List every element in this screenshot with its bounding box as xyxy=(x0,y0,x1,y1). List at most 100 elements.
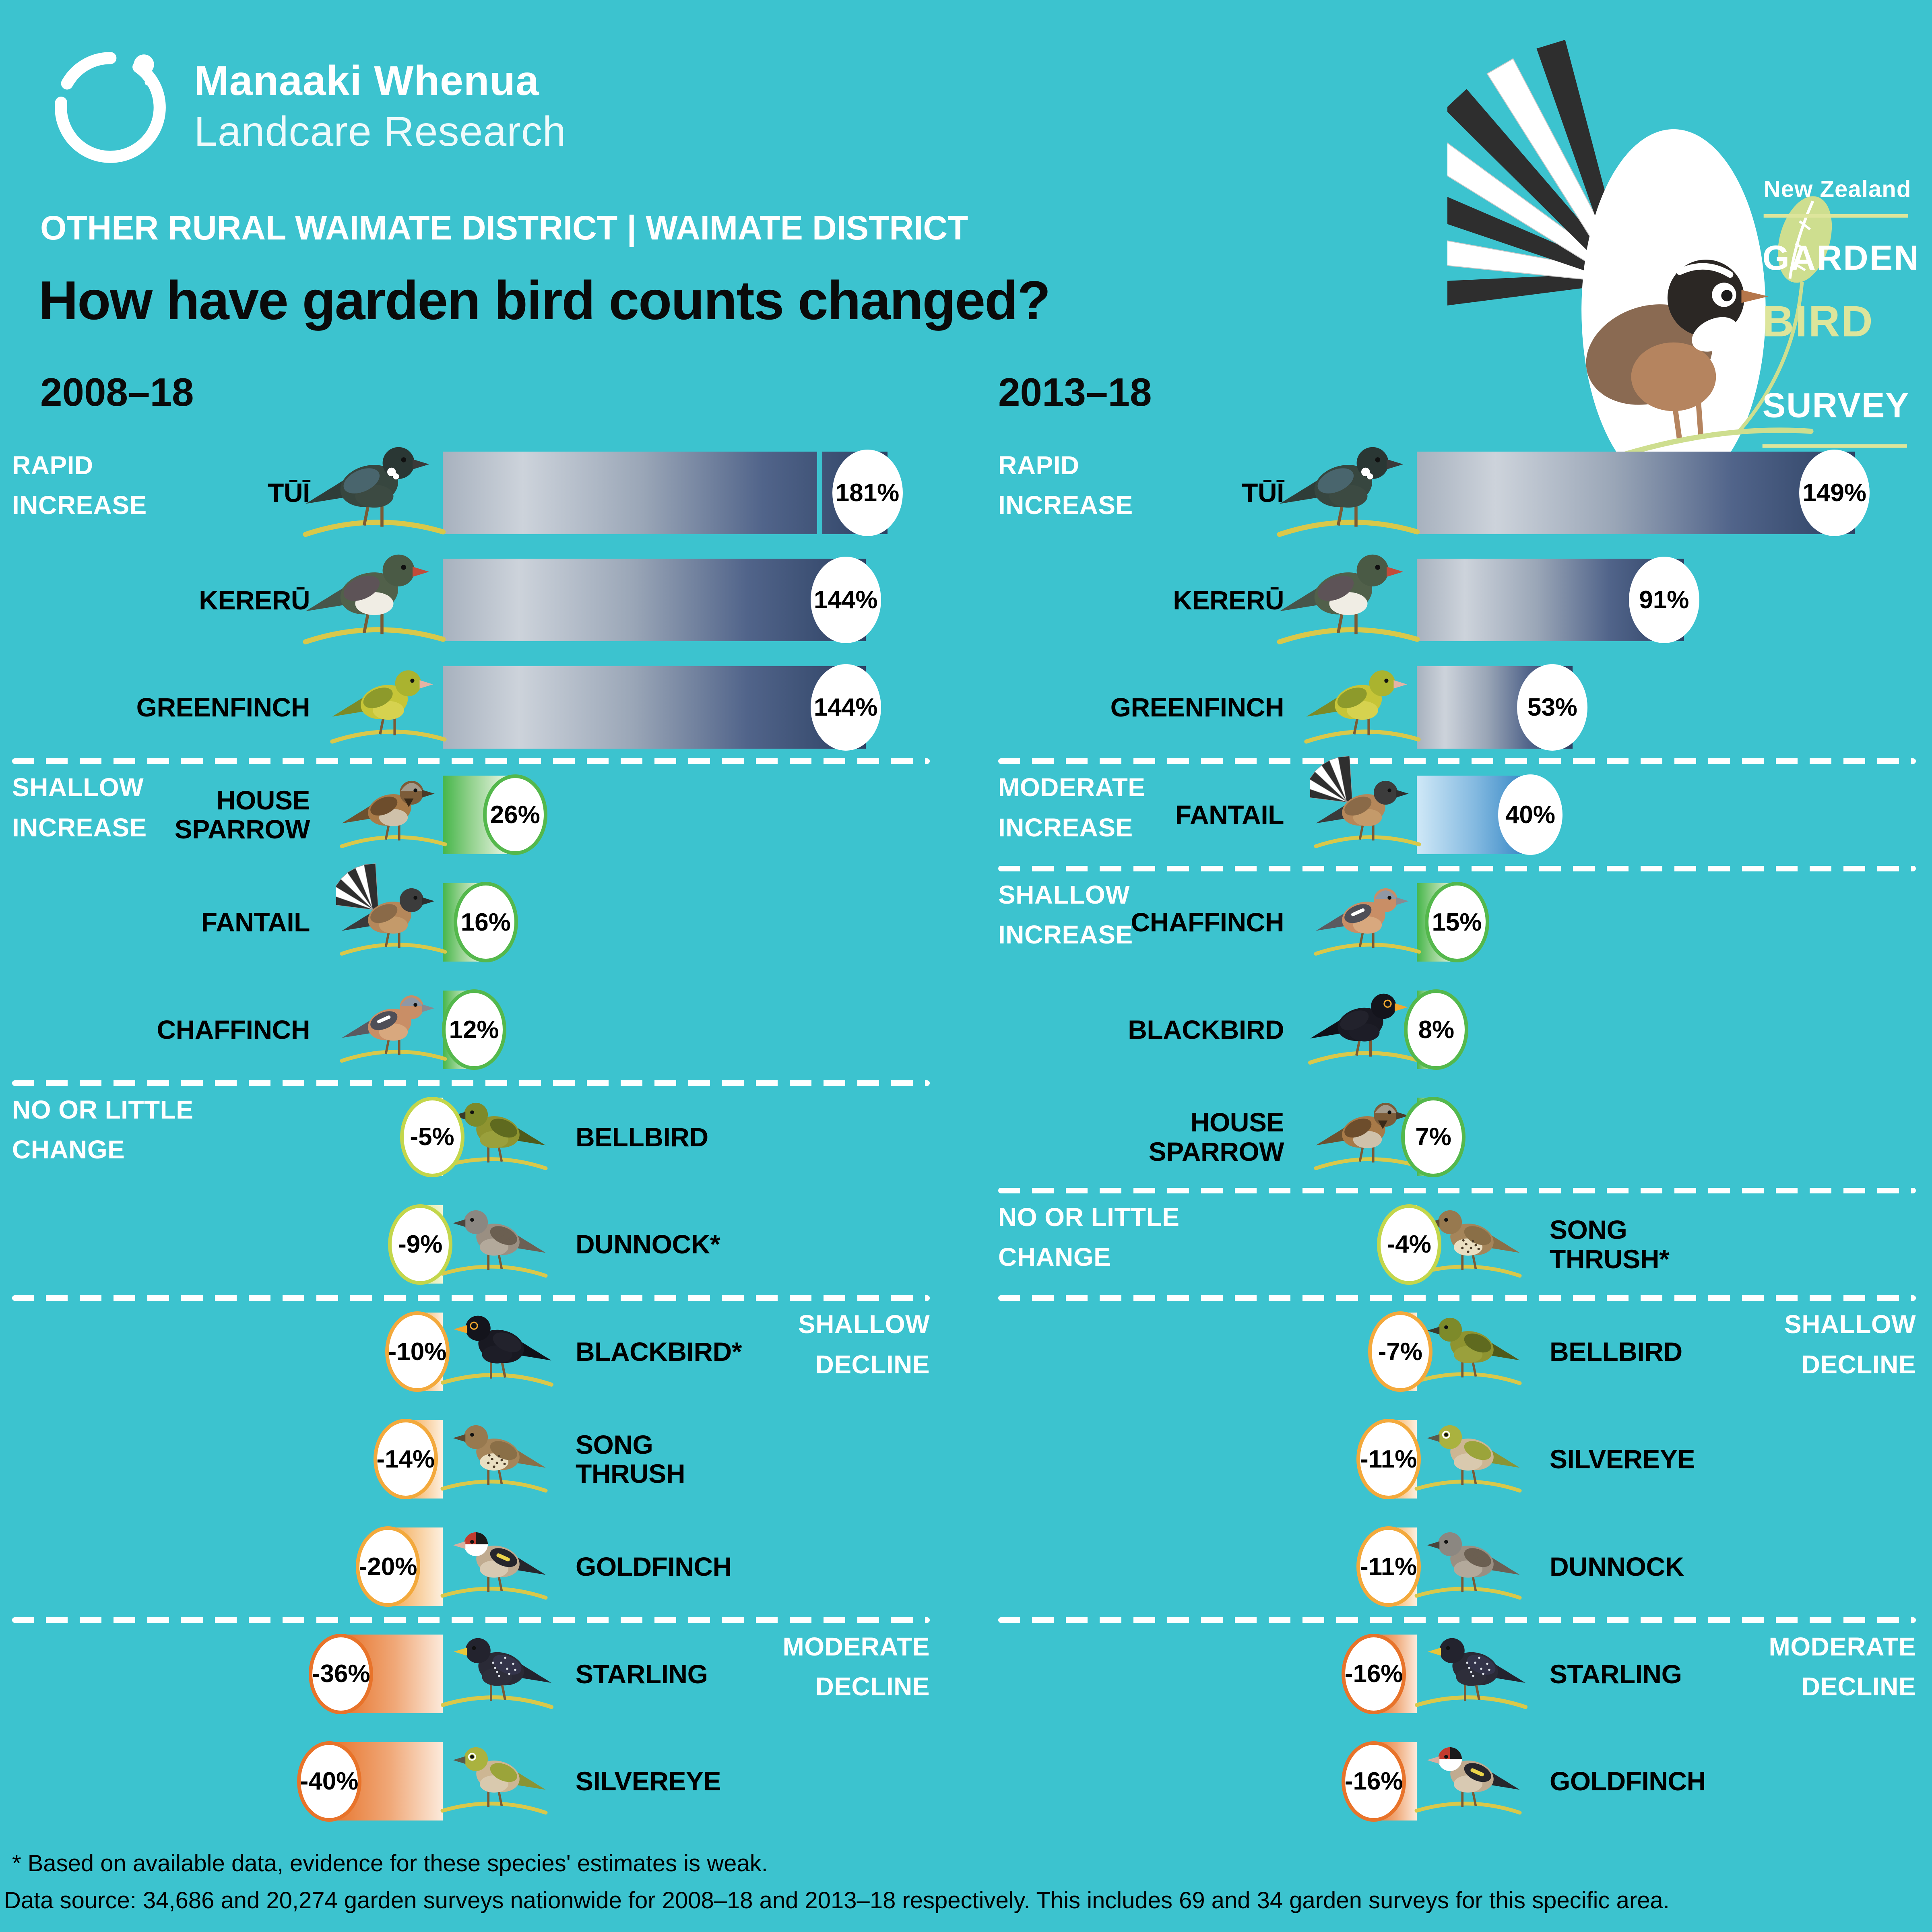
band-label-shallow-decline: SHALLOW DECLINE xyxy=(798,1310,930,1379)
district-heading: OTHER RURAL WAIMATE DISTRICT | WAIMATE D… xyxy=(40,209,968,247)
logo-wordmark-line2: Landcare Research xyxy=(194,108,566,155)
bird-name-bellbird: BELLBIRD xyxy=(576,1122,708,1152)
bird-name-blackbird: BLACKBIRD* xyxy=(576,1337,742,1367)
pct-circle-silvereye: -40% xyxy=(297,1741,361,1822)
bird-name-greenfinch: GREENFINCH xyxy=(1110,692,1284,722)
housesparrow-bird-icon xyxy=(1310,1073,1425,1189)
period-heading-2008-18: 2008–18 xyxy=(40,370,194,414)
bird-name-silvereye: SILVEREYE xyxy=(1550,1444,1695,1474)
pct-circle-goldfinch: -16% xyxy=(1342,1741,1406,1822)
kereru-bird-icon xyxy=(298,514,451,669)
dashed-divider xyxy=(998,865,1916,871)
chaffinch-bird-icon xyxy=(1310,858,1425,975)
blackbird-bird-icon xyxy=(437,1284,557,1407)
pct-circle-fantail: 40% xyxy=(1498,774,1563,855)
band-label-rapid-increase: RAPID INCREASE xyxy=(998,451,1133,520)
band-label-no-change: NO OR LITTLE CHANGE xyxy=(998,1202,1180,1271)
bird-name-bellbird: BELLBIRD xyxy=(1550,1337,1682,1367)
survey-logo-line2: GARDEN xyxy=(1763,239,1916,277)
data-source-note: Data source: 34,686 and 20,274 garden su… xyxy=(4,1887,1670,1913)
survey-logo-divider-top xyxy=(1763,214,1908,218)
survey-logo-line1: New Zealand xyxy=(1764,176,1911,202)
bird-name-fantail: FANTAIL xyxy=(1175,800,1284,830)
dashed-divider xyxy=(12,758,930,764)
band-label-shallow-decline: SHALLOW DECLINE xyxy=(1784,1310,1916,1379)
bird-name-dunnock: DUNNOCK* xyxy=(576,1229,720,1259)
manaaki-whenua-logo-icon xyxy=(55,52,166,163)
logo-wordmark-line1: Manaaki Whenua xyxy=(194,58,539,104)
bar-break-mark xyxy=(817,451,822,534)
bellbird-bird-icon xyxy=(437,1073,551,1189)
band-label-moderate-increase: MODERATE INCREASE xyxy=(998,773,1146,842)
bird-name-housesparrow: HOUSE SPARROW xyxy=(1148,1107,1284,1166)
dashed-divider xyxy=(12,1295,930,1301)
dashed-divider xyxy=(998,1295,1916,1301)
band-label-moderate-decline: MODERATE DECLINE xyxy=(1769,1632,1916,1701)
fantail-bird-icon xyxy=(1304,751,1425,867)
chaffinch-bird-icon xyxy=(336,965,451,1082)
band-label-shallow-increase: SHALLOW INCREASE xyxy=(12,773,147,842)
bird-name-tui: TŪĪ xyxy=(268,477,310,508)
starling-bird-icon xyxy=(1411,1606,1532,1729)
leaf-icon xyxy=(1738,196,1832,433)
greenfinch-bird-icon xyxy=(1300,638,1425,764)
bird-name-starling: STARLING xyxy=(576,1659,708,1689)
bird-name-kereru: KERERŪ xyxy=(1173,585,1284,615)
bird-name-chaffinch: CHAFFINCH xyxy=(1131,907,1284,937)
bird-name-songthrush: SONG THRUSH* xyxy=(1550,1215,1670,1274)
bird-name-blackbird: BLACKBIRD xyxy=(1128,1014,1284,1044)
bird-name-tui: TŪĪ xyxy=(1242,477,1284,508)
survey-logo-line3: BIRD xyxy=(1763,297,1874,346)
bird-name-silvereye: SILVEREYE xyxy=(576,1766,721,1796)
pct-circle-chaffinch: 12% xyxy=(442,989,506,1070)
bird-name-goldfinch: GOLDFINCH xyxy=(1550,1766,1706,1796)
bird-name-goldfinch: GOLDFINCH xyxy=(576,1551,732,1581)
pct-circle-kereru: 144% xyxy=(810,557,881,644)
footnote: * Based on available data, evidence for … xyxy=(12,1850,768,1876)
pct-circle-greenfinch: 144% xyxy=(810,664,881,751)
bar-greenfinch xyxy=(443,666,866,749)
survey-logo-divider-bottom xyxy=(1762,444,1907,448)
dashed-divider xyxy=(12,1617,930,1623)
survey-logo-line4: SURVEY xyxy=(1763,386,1909,425)
bird-name-starling: STARLING xyxy=(1550,1659,1682,1689)
bird-name-kereru: KERERŪ xyxy=(199,585,310,615)
songthrush-bird-icon xyxy=(437,1395,551,1512)
pct-circle-bellbird: -5% xyxy=(400,1096,464,1177)
pct-circle-housesparrow: 7% xyxy=(1401,1096,1466,1177)
tui-bird-icon xyxy=(1272,407,1425,562)
band-label-moderate-decline: MODERATE DECLINE xyxy=(782,1632,930,1701)
bird-name-greenfinch: GREENFINCH xyxy=(136,692,310,722)
bar-kereru xyxy=(443,559,866,642)
fantail-logo-bird-icon xyxy=(1586,260,1769,441)
pct-circle-tui: 149% xyxy=(1799,449,1870,536)
bird-name-songthrush: SONG THRUSH xyxy=(576,1429,685,1489)
kereru-bird-icon xyxy=(1272,514,1425,669)
tui-bird-icon xyxy=(298,407,451,562)
pct-circle-tui: 181% xyxy=(832,449,903,536)
goldfinch-bird-icon xyxy=(437,1502,551,1619)
bellbird-bird-icon xyxy=(1411,1288,1525,1404)
bird-name-fantail: FANTAIL xyxy=(201,907,310,937)
pct-circle-kereru: 91% xyxy=(1629,557,1699,644)
greenfinch-bird-icon xyxy=(326,638,451,764)
bird-name-chaffinch: CHAFFINCH xyxy=(157,1014,310,1044)
dunnock-bird-icon xyxy=(1411,1502,1525,1619)
band-label-rapid-increase: RAPID INCREASE xyxy=(12,451,147,520)
pct-circle-goldfinch: -20% xyxy=(356,1526,420,1607)
blackbird-bird-icon xyxy=(1304,962,1425,1085)
bird-name-housesparrow: HOUSE SPARROW xyxy=(174,785,310,844)
pct-circle-starling: -36% xyxy=(309,1633,374,1714)
pct-circle-greenfinch: 53% xyxy=(1517,664,1588,751)
pct-circle-blackbird: 8% xyxy=(1404,989,1469,1070)
dashed-divider xyxy=(998,1617,1916,1623)
pct-circle-dunnock: -9% xyxy=(388,1204,453,1285)
silvereye-bird-icon xyxy=(1411,1395,1525,1512)
dunnock-bird-icon xyxy=(437,1180,551,1297)
bar-tui xyxy=(1417,451,1855,534)
bar-tui xyxy=(443,451,888,534)
garden-bird-survey-logo: New Zealand GARDEN BIRD SURVEY xyxy=(1447,39,1916,488)
band-label-shallow-increase: SHALLOW INCREASE xyxy=(998,880,1133,949)
pct-circle-housesparrow: 26% xyxy=(483,774,547,855)
